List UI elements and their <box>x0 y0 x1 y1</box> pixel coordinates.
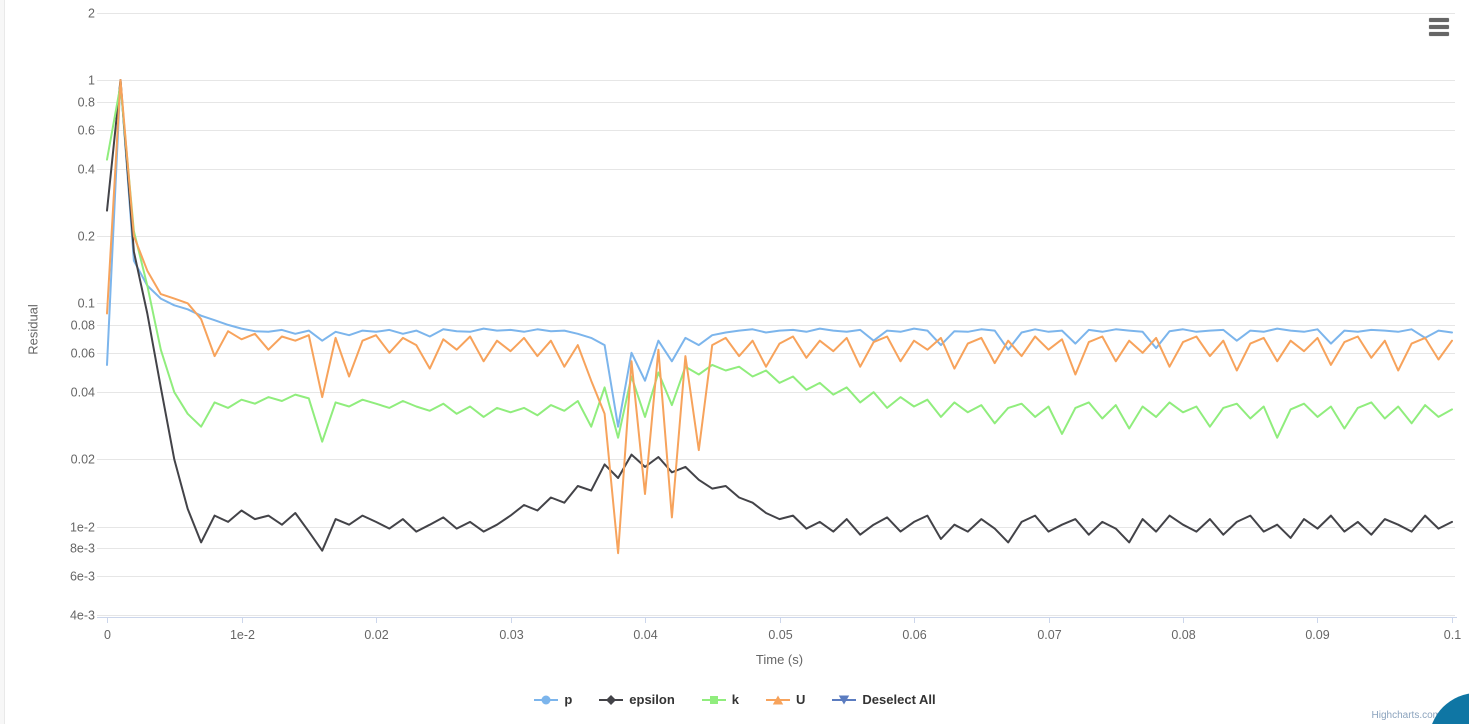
legend-label: Deselect All <box>862 692 936 707</box>
circle-marker-icon <box>534 695 559 704</box>
svg-text:0.07: 0.07 <box>1037 628 1061 642</box>
x-axis-title: Time (s) <box>755 652 804 667</box>
y-axis-title: Residual <box>25 304 41 355</box>
highcharts-credit-link[interactable]: Highcharts.com <box>1371 710 1441 721</box>
chart-context-menu-button[interactable] <box>1429 15 1455 39</box>
svg-text:0.2: 0.2 <box>78 230 95 244</box>
svg-text:0.8: 0.8 <box>78 96 95 110</box>
svg-text:0.03: 0.03 <box>499 628 523 642</box>
svg-text:0.1: 0.1 <box>78 297 95 311</box>
svg-text:4e-3: 4e-3 <box>70 609 95 623</box>
svg-text:0.05: 0.05 <box>768 628 792 642</box>
svg-text:2: 2 <box>88 7 95 21</box>
legend-item-k[interactable]: k <box>701 692 739 707</box>
svg-text:0.02: 0.02 <box>364 628 388 642</box>
svg-text:1: 1 <box>88 74 95 88</box>
svg-text:1e-2: 1e-2 <box>70 521 95 535</box>
svg-text:0.1: 0.1 <box>1444 628 1461 642</box>
triangle-down-marker-icon <box>832 695 857 704</box>
legend-item-epsilon[interactable]: epsilon <box>598 692 675 707</box>
svg-text:0.04: 0.04 <box>633 628 657 642</box>
svg-text:1e-2: 1e-2 <box>230 628 255 642</box>
svg-text:0.04: 0.04 <box>71 386 95 400</box>
legend-label: k <box>731 692 740 707</box>
legend-item-U[interactable]: U <box>765 692 805 707</box>
svg-text:0.06: 0.06 <box>902 628 926 642</box>
svg-text:0.08: 0.08 <box>71 319 95 333</box>
legend-label: U <box>796 692 806 707</box>
legend-label: epsilon <box>629 692 675 707</box>
hamburger-icon <box>1429 18 1449 22</box>
square-marker-icon <box>701 695 726 704</box>
svg-text:6e-3: 6e-3 <box>70 570 95 584</box>
svg-text:0.09: 0.09 <box>1305 628 1329 642</box>
diamond-marker-icon <box>599 694 624 705</box>
svg-text:0.6: 0.6 <box>78 124 95 138</box>
triangle-up-marker-icon <box>766 695 791 704</box>
svg-text:0.4: 0.4 <box>78 163 95 177</box>
svg-text:0: 0 <box>104 628 111 642</box>
legend-item-p[interactable]: p <box>533 692 572 707</box>
panel-edge <box>0 0 5 724</box>
legend-item-deselect-all[interactable]: Deselect All <box>831 692 936 707</box>
svg-text:0.08: 0.08 <box>1171 628 1195 642</box>
legend-label: p <box>564 692 573 707</box>
legend: p epsilon k U <box>0 692 1469 707</box>
svg-text:0.02: 0.02 <box>71 453 95 467</box>
svg-text:0.06: 0.06 <box>71 347 95 361</box>
svg-text:8e-3: 8e-3 <box>70 542 95 556</box>
